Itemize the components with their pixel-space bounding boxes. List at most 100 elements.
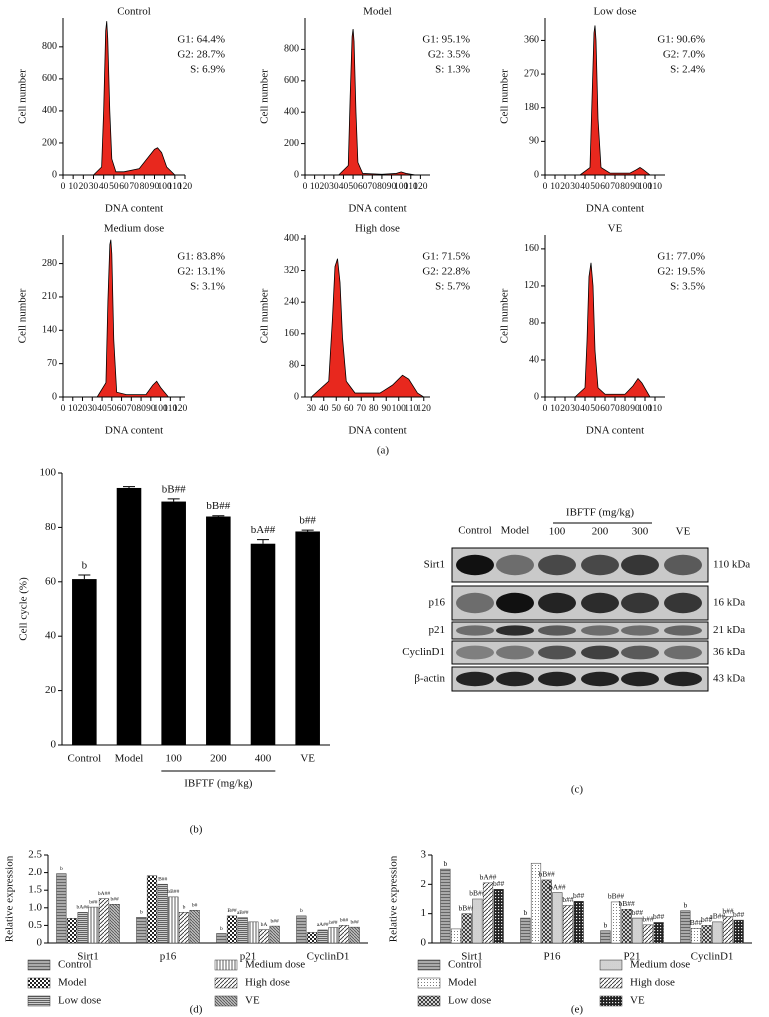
y-tick-label: 600 xyxy=(42,73,57,84)
legend-label: Medium dose xyxy=(630,959,690,971)
histogram-area xyxy=(337,28,416,176)
x-tick-label: 0 xyxy=(303,182,308,192)
x-tick-label: 0 xyxy=(61,404,66,414)
bar xyxy=(98,898,110,944)
row-label: p21 xyxy=(429,624,446,636)
legend-label: VE xyxy=(245,995,260,1007)
y-tick-label: 320 xyxy=(284,265,299,276)
x-tick-label: 60 xyxy=(344,404,354,414)
row-size: 43 kDa xyxy=(713,673,745,685)
x-tick-label: 30 xyxy=(329,182,339,192)
annotation: G1: 71.5% xyxy=(422,251,470,263)
x-tick-label: 20 xyxy=(560,404,570,414)
bar xyxy=(189,910,200,944)
y-tick-label: 200 xyxy=(284,138,299,149)
value-label: b## xyxy=(340,918,349,924)
x-axis-label: DNA content xyxy=(586,203,644,215)
y-tick-label: 1.0 xyxy=(28,901,42,913)
x-tick-label: 60 xyxy=(358,182,368,192)
x-tick-label: P21 xyxy=(623,951,640,963)
x-tick-label: p21 xyxy=(240,951,257,963)
blot-band xyxy=(496,645,534,660)
legend-swatch xyxy=(27,959,51,971)
x-tick-label: 20 xyxy=(319,182,329,192)
bar xyxy=(56,873,67,944)
x-tick-label: 50 xyxy=(348,182,358,192)
x-tick-label: 40 xyxy=(580,404,590,414)
x-tick-label: 110 xyxy=(404,404,418,414)
value-label: b xyxy=(603,920,607,929)
x-tick-label: 100 xyxy=(638,182,653,192)
bar xyxy=(701,925,712,944)
x-tick-label: 90 xyxy=(630,404,640,414)
value-label: bA## xyxy=(251,524,276,536)
legend-label: High dose xyxy=(245,977,290,989)
x-tick-label: 40 xyxy=(580,182,590,192)
y-tick-label: 80 xyxy=(529,317,539,328)
x-tick-label: 100 xyxy=(394,182,409,192)
bar xyxy=(733,919,744,944)
y-tick-label: 140 xyxy=(42,325,57,336)
x-axis-label: DNA content xyxy=(586,425,644,437)
blot-band xyxy=(538,645,576,660)
y-tick-label: 20 xyxy=(45,684,57,696)
y-tick-label: 3 xyxy=(421,849,427,861)
bar xyxy=(88,906,99,944)
value-label: bA## xyxy=(480,873,497,882)
x-tick-label: 60 xyxy=(117,404,127,414)
panel-label: (d) xyxy=(190,1004,203,1016)
panel-label: (a) xyxy=(377,445,390,457)
x-tick-label: 0 xyxy=(543,404,548,414)
x-tick-label: 30 xyxy=(307,404,317,414)
y-tick-label: 1.5 xyxy=(28,884,42,896)
histogram-area xyxy=(310,258,426,398)
y-tick-label: 0 xyxy=(294,169,299,180)
blot-band xyxy=(538,592,576,614)
x-tick-label: 400 xyxy=(255,753,272,765)
legend-swatch xyxy=(214,977,238,989)
blot-band xyxy=(456,625,494,636)
bar xyxy=(722,916,734,944)
value-label: b xyxy=(60,866,63,872)
legend-swatch xyxy=(214,959,238,971)
y-tick-label: 200 xyxy=(42,137,57,148)
bar xyxy=(520,917,531,944)
y-tick-label: 800 xyxy=(284,44,299,55)
x-tick-label: 110 xyxy=(168,182,182,192)
blot-band xyxy=(496,592,534,614)
legend-swatch xyxy=(599,995,623,1007)
bar xyxy=(66,918,78,944)
y-tick-label: 400 xyxy=(284,106,299,117)
y-tick-label: 0 xyxy=(421,937,427,949)
x-tick-label: 110 xyxy=(404,182,418,192)
value-label: bA xyxy=(261,922,268,928)
bar xyxy=(206,516,231,745)
bar xyxy=(482,882,494,944)
x-tick-label: 0 xyxy=(61,182,66,192)
value-label: bB## xyxy=(608,892,625,901)
y-axis-label: Cell cycle (%) xyxy=(18,577,30,641)
error-bar xyxy=(78,574,91,580)
lane-label: 300 xyxy=(632,526,649,538)
x-tick-label: 200 xyxy=(210,753,227,765)
bar xyxy=(472,898,483,944)
x-tick-label: 70 xyxy=(610,182,620,192)
blot-band xyxy=(456,671,494,687)
blot-band xyxy=(581,592,619,614)
bar xyxy=(248,921,259,944)
x-tick-label: 10 xyxy=(68,404,78,414)
value-label: b## xyxy=(733,910,745,919)
lane-label: Model xyxy=(501,525,530,537)
y-tick-label: 280 xyxy=(42,258,57,269)
x-tick-label: 20 xyxy=(78,404,88,414)
value-label: bB## xyxy=(167,889,179,895)
y-axis-label: Relative expression xyxy=(4,855,16,942)
legend-label: Model xyxy=(448,977,477,989)
x-tick-label: 50 xyxy=(109,182,119,192)
legend-swatch xyxy=(417,995,441,1007)
y-tick-label: 2 xyxy=(421,878,427,890)
x-tick-label: 10 xyxy=(68,182,78,192)
annotation: G1: 83.8% xyxy=(177,251,225,263)
value-label: bB## xyxy=(469,889,486,898)
